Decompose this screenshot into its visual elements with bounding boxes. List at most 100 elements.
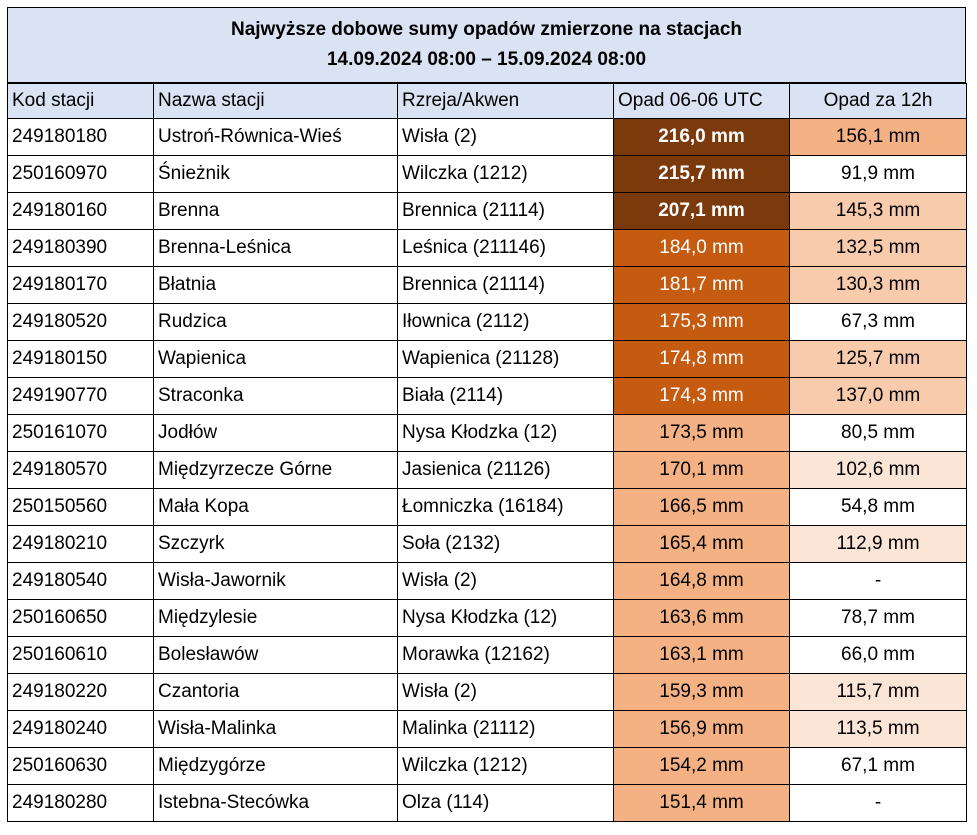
table-row: 249180170 Błatnia Brennica (21114) 181,7 mm… xyxy=(7,266,967,304)
river-cell: Iłownica (2112) xyxy=(397,303,614,341)
table-row: 249180180 Ustroń-Równica-Wieś Wisła (2) 216… xyxy=(7,118,967,156)
precip-24h-cell: 166,5 mm xyxy=(613,488,790,526)
river-cell: Leśnica (211146) xyxy=(397,229,614,267)
table-row: 249180390 Brenna-Leśnica Leśnica (211146) 1… xyxy=(7,229,967,267)
river-cell: Biała (2114) xyxy=(397,377,614,415)
precip-12h-cell: 78,7 mm xyxy=(789,599,967,637)
precip-24h-cell: 175,3 mm xyxy=(613,303,790,341)
station-name-cell: Międzylesie xyxy=(153,599,398,637)
river-cell: Malinka (21112) xyxy=(397,710,614,748)
river-cell: Brennica (21114) xyxy=(397,266,614,304)
station-name-cell: Brenna xyxy=(153,192,398,230)
precip-24h-cell: 215,7 mm xyxy=(613,155,790,193)
precipitation-sheet: Najwyższe dobowe sumy opadów zmierzone n… xyxy=(7,7,967,822)
station-name-cell: Ustroń-Równica-Wieś xyxy=(153,118,398,156)
precip-12h-cell: 67,1 mm xyxy=(789,747,967,785)
precip-12h-cell: 145,3 mm xyxy=(789,192,967,230)
river-cell: Morawka (12162) xyxy=(397,636,614,674)
header-station-name: Nazwa stacji xyxy=(153,83,398,119)
table-body: 249180180 Ustroń-Równica-Wieś Wisła (2) 216… xyxy=(7,118,967,822)
table-row: 249180520 Rudzica Iłownica (2112) 175,3 mm 6… xyxy=(7,303,967,341)
table-row: 249190770 Straconka Biała (2114) 174,3 mm 13… xyxy=(7,377,967,415)
precip-12h-cell: 112,9 mm xyxy=(789,525,967,563)
station-code-cell: 250161070 xyxy=(7,414,154,452)
station-name-cell: Straconka xyxy=(153,377,398,415)
precipitation-table: Kod stacji Nazwa stacji Rzreja/Akwen Opa… xyxy=(7,83,967,822)
station-code-cell: 250150560 xyxy=(7,488,154,526)
station-code-cell: 250160650 xyxy=(7,599,154,637)
header-station-code: Kod stacji xyxy=(7,83,154,119)
precip-12h-cell: 66,0 mm xyxy=(789,636,967,674)
table-header: Kod stacji Nazwa stacji Rzreja/Akwen Opa… xyxy=(7,83,967,119)
river-cell: Brennica (21114) xyxy=(397,192,614,230)
station-code-cell: 249190770 xyxy=(7,377,154,415)
precip-12h-cell: 125,7 mm xyxy=(789,340,967,378)
precip-24h-cell: 174,8 mm xyxy=(613,340,790,378)
station-name-cell: Wisła-Malinka xyxy=(153,710,398,748)
station-code-cell: 249180540 xyxy=(7,562,154,600)
river-cell: Wisła (2) xyxy=(397,562,614,600)
station-name-cell: Międzygórze xyxy=(153,747,398,785)
river-cell: Wilczka (1212) xyxy=(397,155,614,193)
station-code-cell: 249180280 xyxy=(7,784,154,822)
precip-12h-cell: 113,5 mm xyxy=(789,710,967,748)
precip-24h-cell: 181,7 mm xyxy=(613,266,790,304)
table-row: 250160650 Międzylesie Nysa Kłodzka (12) 163… xyxy=(7,599,967,637)
station-code-cell: 249180240 xyxy=(7,710,154,748)
precip-12h-cell: 54,8 mm xyxy=(789,488,967,526)
precip-24h-cell: 159,3 mm xyxy=(613,673,790,711)
table-title: Najwyższe dobowe sumy opadów zmierzone n… xyxy=(7,7,966,83)
header-precip-24h: Opad 06-06 UTC xyxy=(613,83,790,119)
precip-24h-cell: 154,2 mm xyxy=(613,747,790,785)
precip-24h-cell: 174,3 mm xyxy=(613,377,790,415)
precip-12h-cell: 102,6 mm xyxy=(789,451,967,489)
precip-24h-cell: 207,1 mm xyxy=(613,192,790,230)
precip-12h-cell: 67,3 mm xyxy=(789,303,967,341)
station-code-cell: 249180570 xyxy=(7,451,154,489)
table-row: 250150560 Mała Kopa Łomniczka (16184) 166,5… xyxy=(7,488,967,526)
precip-12h-cell: 137,0 mm xyxy=(789,377,967,415)
station-code-cell: 250160630 xyxy=(7,747,154,785)
table-row: 249180220 Czantoria Wisła (2) 159,3 mm 115,7… xyxy=(7,673,967,711)
station-code-cell: 249180220 xyxy=(7,673,154,711)
station-code-cell: 250160610 xyxy=(7,636,154,674)
table-row: 250160970 Śnieżnik Wilczka (1212) 215,7 mm 9… xyxy=(7,155,967,193)
river-cell: Jasienica (21126) xyxy=(397,451,614,489)
table-row: 249180570 Międzyrzecze Górne Jasienica (21… xyxy=(7,451,967,489)
precip-12h-cell: 156,1 mm xyxy=(789,118,967,156)
precip-24h-cell: 184,0 mm xyxy=(613,229,790,267)
river-cell: Łomniczka (16184) xyxy=(397,488,614,526)
precip-12h-cell: 132,5 mm xyxy=(789,229,967,267)
table-row: 250161070 Jodłów Nysa Kłodzka (12) 173,5 mm… xyxy=(7,414,967,452)
header-precip-12h: Opad za 12h xyxy=(789,83,967,119)
precip-12h-cell: - xyxy=(789,562,967,600)
river-cell: Nysa Kłodzka (12) xyxy=(397,599,614,637)
precip-12h-cell: 80,5 mm xyxy=(789,414,967,452)
station-name-cell: Jodłów xyxy=(153,414,398,452)
table-row: 249180150 Wapienica Wapienica (21128) 174,8… xyxy=(7,340,967,378)
station-name-cell: Wapienica xyxy=(153,340,398,378)
station-code-cell: 249180170 xyxy=(7,266,154,304)
header-river: Rzreja/Akwen xyxy=(397,83,614,119)
river-cell: Olza (114) xyxy=(397,784,614,822)
title-line-1: Najwyższe dobowe sumy opadów zmierzone n… xyxy=(230,19,743,40)
station-code-cell: 249180520 xyxy=(7,303,154,341)
station-name-cell: Błatnia xyxy=(153,266,398,304)
precip-24h-cell: 156,9 mm xyxy=(613,710,790,748)
table-row: 249180280 Istebna-Stecówka Olza (114) 151,4… xyxy=(7,784,967,822)
station-code-cell: 249180150 xyxy=(7,340,154,378)
precip-24h-cell: 165,4 mm xyxy=(613,525,790,563)
station-name-cell: Bolesławów xyxy=(153,636,398,674)
table-row: 249180160 Brenna Brennica (21114) 207,1 mm 1… xyxy=(7,192,967,230)
table-row: 250160610 Bolesławów Morawka (12162) 163,1 … xyxy=(7,636,967,674)
title-line-2: 14.09.2024 08:00 – 15.09.2024 08:00 xyxy=(326,49,647,70)
station-code-cell: 249180210 xyxy=(7,525,154,563)
precip-12h-cell: 115,7 mm xyxy=(789,673,967,711)
river-cell: Soła (2132) xyxy=(397,525,614,563)
station-name-cell: Mała Kopa xyxy=(153,488,398,526)
precip-12h-cell: 91,9 mm xyxy=(789,155,967,193)
precip-24h-cell: 170,1 mm xyxy=(613,451,790,489)
station-name-cell: Międzyrzecze Górne xyxy=(153,451,398,489)
river-cell: Wisła (2) xyxy=(397,673,614,711)
precip-24h-cell: 163,6 mm xyxy=(613,599,790,637)
